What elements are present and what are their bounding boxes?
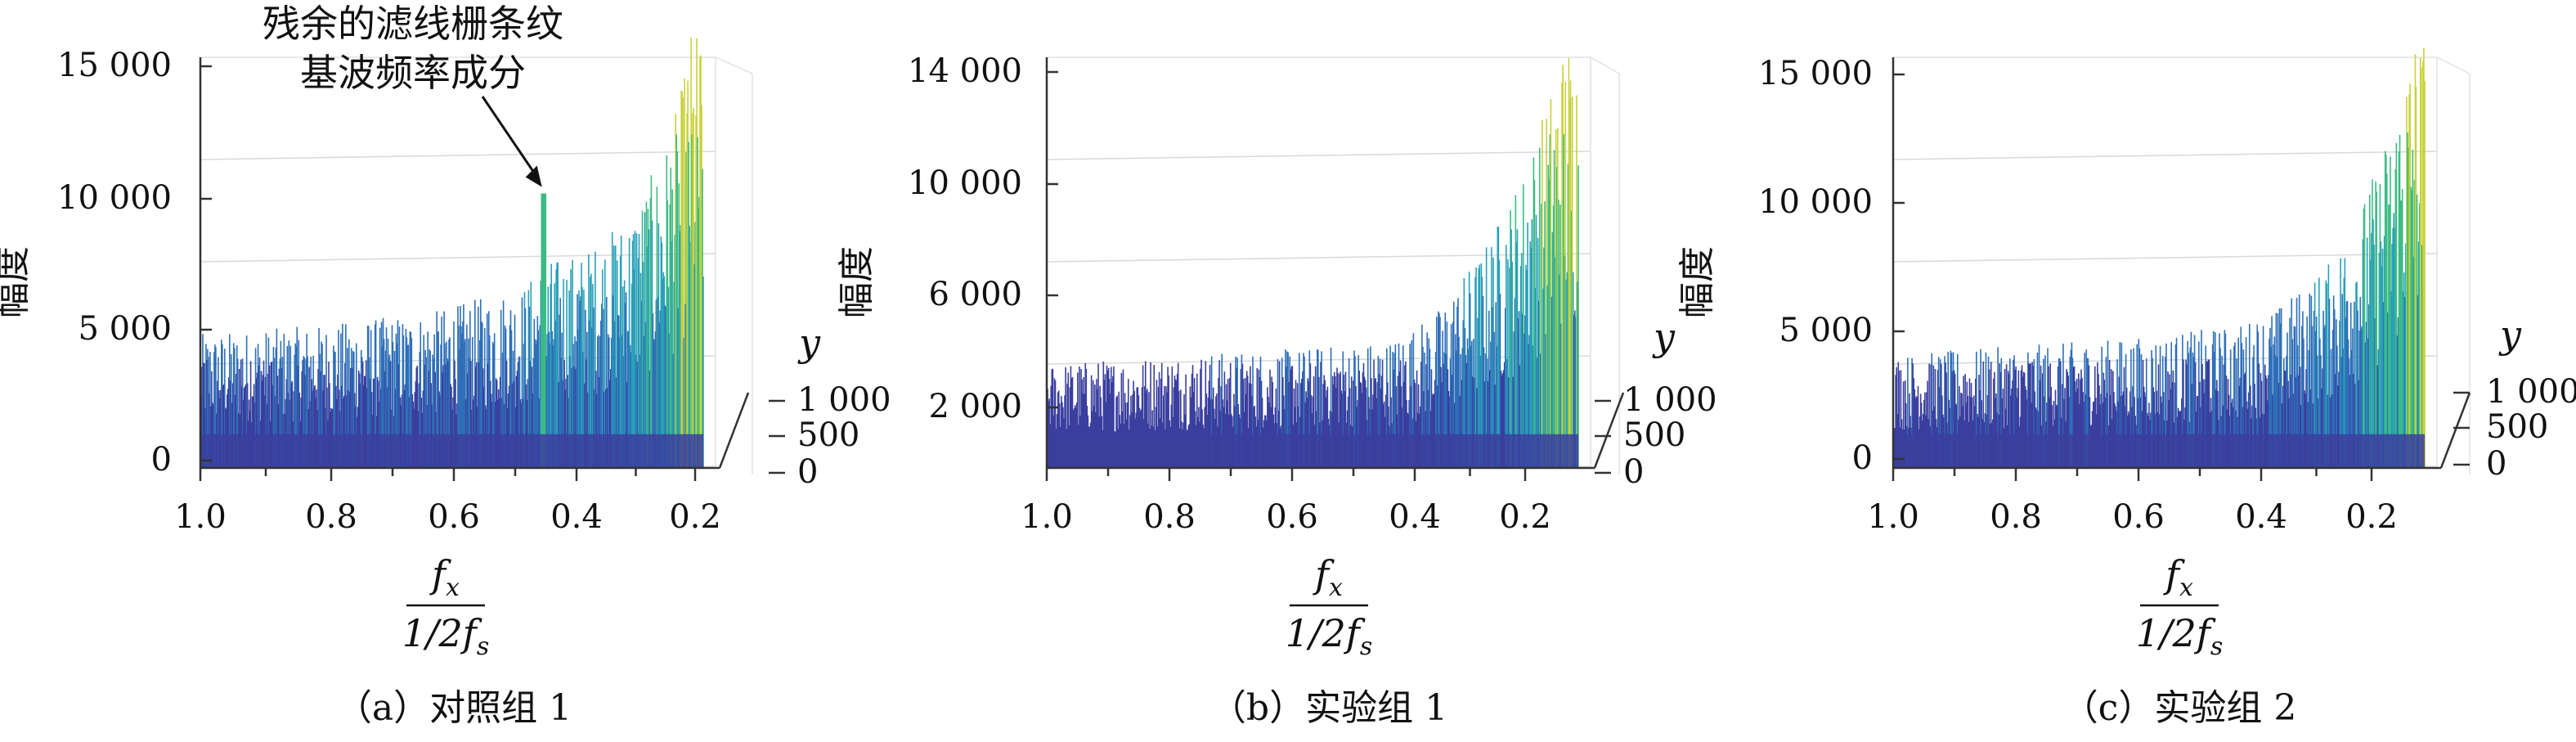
y-tick-label: 0 (797, 453, 818, 491)
panel-caption: （b）实验组 1 (1210, 687, 1447, 729)
x-tick-label: 0.2 (669, 498, 721, 536)
panel-b: 1.0 0.8 0.6 0.4 0.2 14 000 10 000 6 000 2 000 1 0… (836, 52, 1717, 729)
x-tick-label: 0.8 (305, 498, 357, 536)
x-label-num-sub: x (446, 573, 460, 602)
x-tick-label: 0.8 (1143, 498, 1196, 536)
x-tick-label: 0.2 (2345, 498, 2398, 536)
x-label-numerator: fx (429, 552, 460, 602)
surface-base (1893, 434, 2425, 468)
x-label-den-sub: s (477, 632, 489, 661)
annotation-line-2: 基波频率成分 (300, 51, 526, 95)
box-edge (2436, 56, 2471, 74)
x-tick-label: 0.6 (1266, 498, 1318, 536)
box-edge (1590, 56, 1620, 74)
panel-c: 1.0 0.8 0.6 0.4 0.2 15 000 10 000 5 000 0 1 00050… (1676, 47, 2576, 729)
gridline (1892, 151, 2438, 160)
z-tick-label: 15 000 (1758, 55, 1873, 92)
x-label-den-main: 1/2f (1286, 611, 1366, 655)
annotation-arrowhead (525, 165, 542, 187)
z-tick-label: 5 000 (78, 310, 172, 348)
gridline (1046, 151, 1591, 160)
y-tick-label: 500 (2486, 408, 2548, 446)
x-label-num-sub: x (1329, 573, 1343, 602)
z-tick-label: 5 000 (1779, 312, 1873, 349)
z-tick-label: 0 (1852, 439, 1873, 477)
panel-caption: （a）对照组 1 (336, 687, 572, 729)
x-label-numerator: fx (2163, 552, 2193, 602)
z-tick-label: 15 000 (57, 47, 172, 84)
z-tick-label: 0 (151, 441, 172, 479)
surface-base (200, 434, 703, 468)
surface (1046, 58, 1579, 468)
x-label-num-sub: x (2179, 573, 2193, 602)
y-tick-label: 500 (797, 416, 859, 454)
x-label-denominator: 1/2fs (1286, 611, 1372, 661)
box-edge (715, 56, 753, 74)
y-axis (1593, 392, 1625, 469)
x-label-denominator: 1/2fs (402, 611, 489, 661)
surface (1892, 47, 2426, 468)
x-label-numerator: fx (1313, 552, 1343, 602)
gridline (200, 151, 716, 160)
x-label-den-sub: s (1360, 632, 1372, 661)
x-tick-label: 0.6 (428, 498, 480, 536)
z-tick-label: 10 000 (1758, 183, 1873, 221)
x-label-den-main: 1/2f (402, 611, 482, 655)
y-tick-label: 500 (1623, 416, 1685, 454)
y-axis (2439, 392, 2471, 469)
annotation-line-1: 残余的滤线栅条纹 (263, 2, 563, 46)
x-tick-label: 0.4 (1389, 498, 1441, 536)
x-tick-label: 1.0 (174, 498, 227, 536)
x-tick-label: 0.8 (1990, 498, 2042, 536)
y-axis-label: y (797, 321, 821, 365)
y-tick-label: 0 (1623, 453, 1644, 491)
z-axis-label: 幅度 (1676, 246, 1718, 318)
x-tick-label: 1.0 (1867, 498, 1919, 536)
y-tick-label: 1 000 (2486, 373, 2576, 411)
z-tick-label: 6 000 (928, 276, 1022, 313)
y-tick-label: 1 000 (1623, 381, 1717, 419)
z-tick-label: 10 000 (57, 179, 172, 217)
x-tick-label: 0.4 (550, 498, 603, 536)
x-tick-label: 1.0 (1021, 498, 1073, 536)
y-axis-label: y (2498, 313, 2522, 357)
y-axis (718, 392, 750, 469)
x-label-den-main: 1/2f (2136, 611, 2216, 655)
z-tick-label: 10 000 (908, 164, 1022, 202)
surface (200, 38, 704, 468)
z-axis-label: 幅度 (836, 246, 877, 318)
annotation-arrow (481, 96, 538, 178)
z-axis-label: 幅度 (0, 246, 34, 318)
gridline (1046, 253, 1591, 263)
panel-caption: （c）实验组 2 (2062, 687, 2297, 729)
x-label-denominator: 1/2fs (2136, 611, 2223, 661)
x-label-den-sub: s (2210, 632, 2223, 661)
x-tick-label: 0.6 (2112, 498, 2165, 536)
gridline (1892, 253, 2438, 263)
surface-base (1047, 434, 1578, 468)
y-tick-label: 1 000 (797, 381, 891, 419)
y-tick-label: 0 (2486, 445, 2506, 483)
x-tick-label: 0.4 (2235, 498, 2287, 536)
y-axis-label: y (1652, 315, 1676, 359)
z-tick-label: 14 000 (908, 52, 1022, 90)
panel-a: 1.0 0.8 0.6 0.4 0.2 15 000 10 000 5 000 0 1 00050… (0, 2, 891, 729)
z-tick-label: 2 000 (928, 388, 1022, 425)
x-tick-label: 0.2 (1499, 498, 1551, 536)
